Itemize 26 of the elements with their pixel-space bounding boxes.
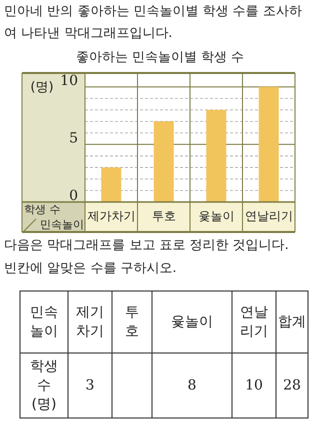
text: 8 [188,377,196,394]
text: 3 [86,377,94,394]
text: 제기 차기 [76,304,104,340]
text: 민아네 반의 좋아하는 민속놀이별 학생 수를 조사하 [4,4,302,19]
text: 여 나타낸 막대그래프입니다. [4,26,172,41]
y-tick-label: 0 [69,188,78,204]
text: 학생 수 [24,203,60,216]
text: 10 [245,377,263,394]
y-tick-label: 5 [69,130,78,146]
text: 연날 리기 [240,304,268,340]
x-tick-label: 제가차기 [87,209,136,224]
x-tick-label: 윷놀이 [198,209,234,224]
y-tick-label: 10 [60,72,78,88]
x-tick-label: 투호 [152,209,176,224]
text: 다음은 막대그래프를 보고 표로 정리한 것입니다. [4,238,289,253]
text: 합계 [278,314,306,330]
text: 28 [283,377,301,394]
text: 투 호 [125,304,139,340]
x-axis-title: 민속놀이 [40,218,84,232]
text: 학생 수 (명) [30,358,58,412]
text: 윷놀이 [171,314,213,330]
y-axis-title: (명) [30,80,54,95]
text: 빈칸에 알맞은 수를 구하시오. [4,260,177,276]
chart-title: 좋아하는 민속놀이별 학생 수 [76,50,244,65]
x-tick-label: 연날리기 [244,209,293,224]
text: 민속 놀이 [30,304,58,340]
